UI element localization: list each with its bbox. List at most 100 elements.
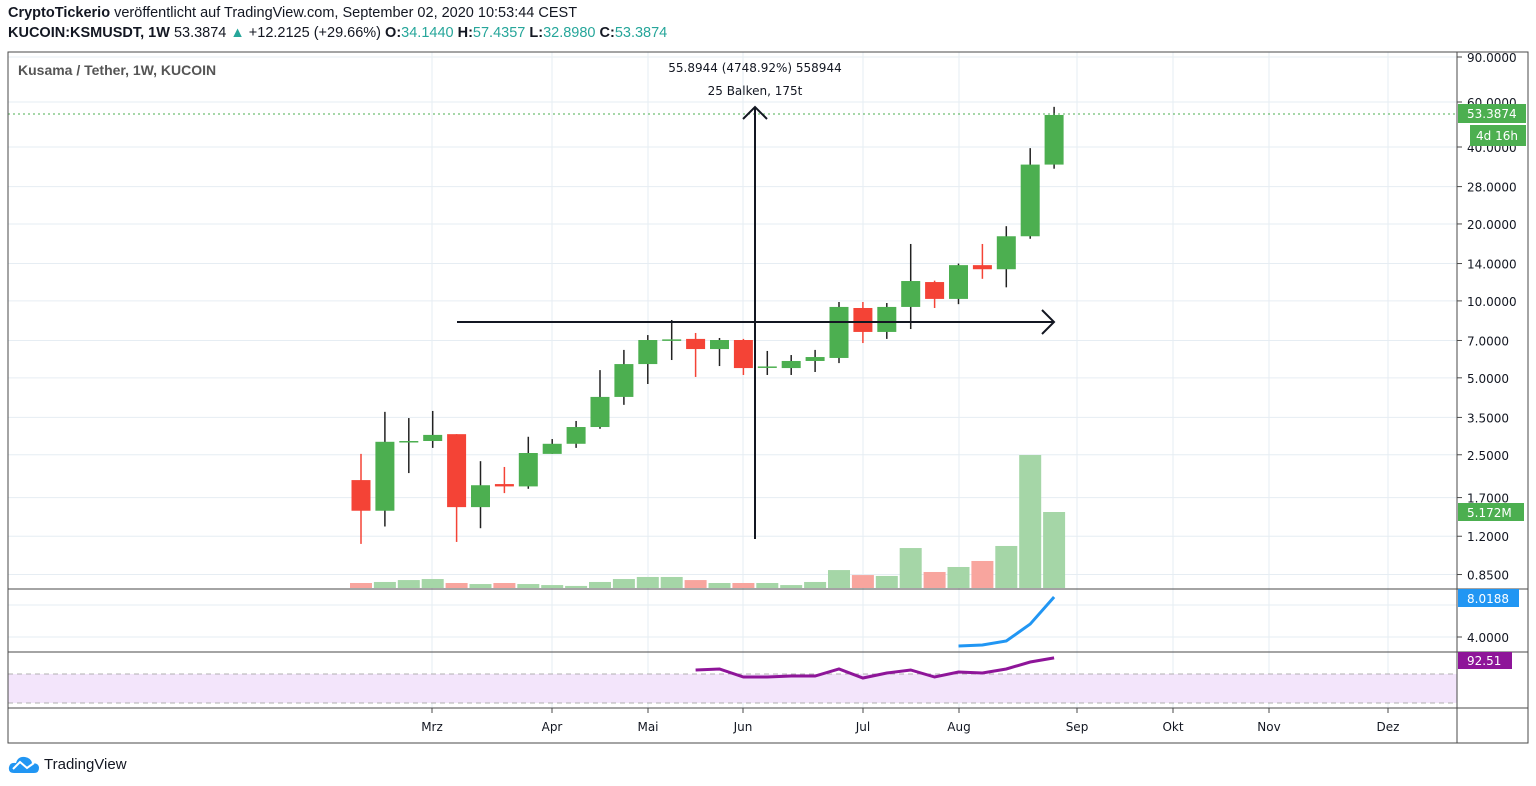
volume-bar xyxy=(756,583,779,588)
low-value: 32.8980 xyxy=(543,25,596,41)
candle-up xyxy=(781,360,801,369)
high-value: 57.4357 xyxy=(472,25,526,41)
volume-bar xyxy=(612,579,635,588)
volume-bar xyxy=(708,583,731,588)
time-tick-label: Jun xyxy=(733,720,753,734)
grid xyxy=(8,52,1457,708)
candle-up xyxy=(805,357,825,361)
time-tick-label: Aug xyxy=(947,720,970,734)
candle-up xyxy=(638,340,658,365)
volume-bar xyxy=(660,576,683,588)
candle-up xyxy=(590,396,610,428)
time-tick-label: Mai xyxy=(637,720,658,734)
price-tick-label: 1.2000 xyxy=(1467,530,1509,544)
open-label: O: xyxy=(385,25,402,41)
candle-down xyxy=(494,484,514,487)
time-axis[interactable]: Mrz Apr Mai Jun Jul Aug Sep Okt Nov Dez xyxy=(421,708,1399,734)
volume-bar xyxy=(493,583,516,588)
last-price: 53.3874 xyxy=(173,25,227,41)
low-label: L: xyxy=(529,25,544,41)
volume-bar xyxy=(995,545,1018,588)
price-axis[interactable]: 90.000060.000040.000028.000020.000014.00… xyxy=(1457,51,1517,583)
candle-up xyxy=(518,453,538,487)
arrow-right-icon xyxy=(1041,309,1056,335)
price-badge: 53.3874 xyxy=(1458,104,1526,123)
rsi-line xyxy=(695,656,1055,680)
tradingview-logo[interactable]: TradingView xyxy=(8,754,127,774)
candle-down xyxy=(853,307,873,332)
indicator-line xyxy=(958,596,1056,648)
candle-down xyxy=(733,340,753,369)
price-tick-label: 0.8500 xyxy=(1467,569,1509,583)
volume-bar xyxy=(636,576,659,588)
candle-up xyxy=(877,306,897,332)
candle-up xyxy=(1044,114,1064,165)
volume-bar xyxy=(684,580,707,588)
volume-bar xyxy=(780,585,803,588)
symbol-info: KUCOIN:KSMUSDT, 1W 53.3874 ▲ +12.2125 (+… xyxy=(8,25,667,41)
candle-up xyxy=(423,434,443,442)
candle-down xyxy=(686,338,706,350)
volume-bars xyxy=(350,455,1066,588)
up-triangle-icon: ▲ xyxy=(230,25,245,41)
volume-bar xyxy=(350,583,372,588)
candle-up xyxy=(710,340,729,350)
volume-bar xyxy=(732,583,755,588)
volume-bar xyxy=(875,575,898,588)
volume-bar xyxy=(1019,455,1042,588)
candles xyxy=(351,106,1064,544)
countdown-badge: 4d 16h xyxy=(1470,125,1526,146)
time-tick-label: Dez xyxy=(1377,720,1400,734)
author-name[interactable]: CryptoTickerio xyxy=(8,5,111,21)
candle-down xyxy=(351,480,371,511)
time-tick-label: Okt xyxy=(1162,720,1183,734)
candle-down xyxy=(972,265,992,270)
volume-bar xyxy=(397,580,420,588)
price-tick-label: 7.0000 xyxy=(1467,334,1509,348)
time-tick-label: Sep xyxy=(1066,720,1089,734)
candle-down xyxy=(447,434,467,508)
candle-up xyxy=(566,427,586,444)
price-change: +12.2125 (+29.66%) xyxy=(248,25,382,41)
rsi-badge: 92.51 xyxy=(1458,652,1512,669)
high-label: H: xyxy=(457,25,473,41)
price-tick-label: 5.0000 xyxy=(1467,372,1509,386)
candle-up xyxy=(399,441,419,443)
rsi-badge-text: 92.51 xyxy=(1467,654,1501,668)
volume-bar xyxy=(1043,512,1066,588)
brand-name: TradingView xyxy=(44,755,127,773)
candle-up xyxy=(662,339,682,341)
time-tick-label: Mrz xyxy=(421,720,443,734)
volume-bar xyxy=(947,566,970,588)
publish-info: CryptoTickerio veröffentlicht auf Tradin… xyxy=(8,5,577,21)
candle-down xyxy=(925,282,945,299)
price-tick-label: 28.0000 xyxy=(1467,181,1517,195)
volume-bar xyxy=(421,579,444,588)
volume-badge: 5.172M xyxy=(1458,503,1524,521)
chart-legend: Kusama / Tether, 1W, KUCOIN xyxy=(18,62,217,78)
symbol-label: KUCOIN:KSMUSDT, 1W xyxy=(8,25,170,41)
candle-up xyxy=(542,443,562,454)
candle-up xyxy=(829,306,849,358)
close-value: 53.3874 xyxy=(614,25,668,41)
volume-bar xyxy=(589,581,611,588)
candle-up xyxy=(375,441,395,511)
volume-bar xyxy=(971,560,994,588)
measure-tool[interactable] xyxy=(457,105,1056,539)
candle-up xyxy=(949,265,968,299)
volume-bar xyxy=(851,575,874,588)
close-label: C: xyxy=(599,25,615,41)
chart-frame xyxy=(7,51,1529,744)
open-value: 34.1440 xyxy=(401,25,454,41)
measure-range-text: 55.8944 (4748.92%) 558944 xyxy=(668,61,841,75)
price-tick-label: 20.0000 xyxy=(1467,218,1517,232)
rsi-band xyxy=(8,674,1457,703)
candle-up xyxy=(996,236,1016,270)
time-tick-label: Apr xyxy=(542,720,563,734)
price-tick-label: 90.0000 xyxy=(1467,51,1517,65)
indicator-tick: 4.0000 xyxy=(1467,631,1509,645)
price-badge-text: 53.3874 xyxy=(1467,107,1517,121)
volume-bar xyxy=(445,583,468,588)
candle-up xyxy=(901,281,921,307)
